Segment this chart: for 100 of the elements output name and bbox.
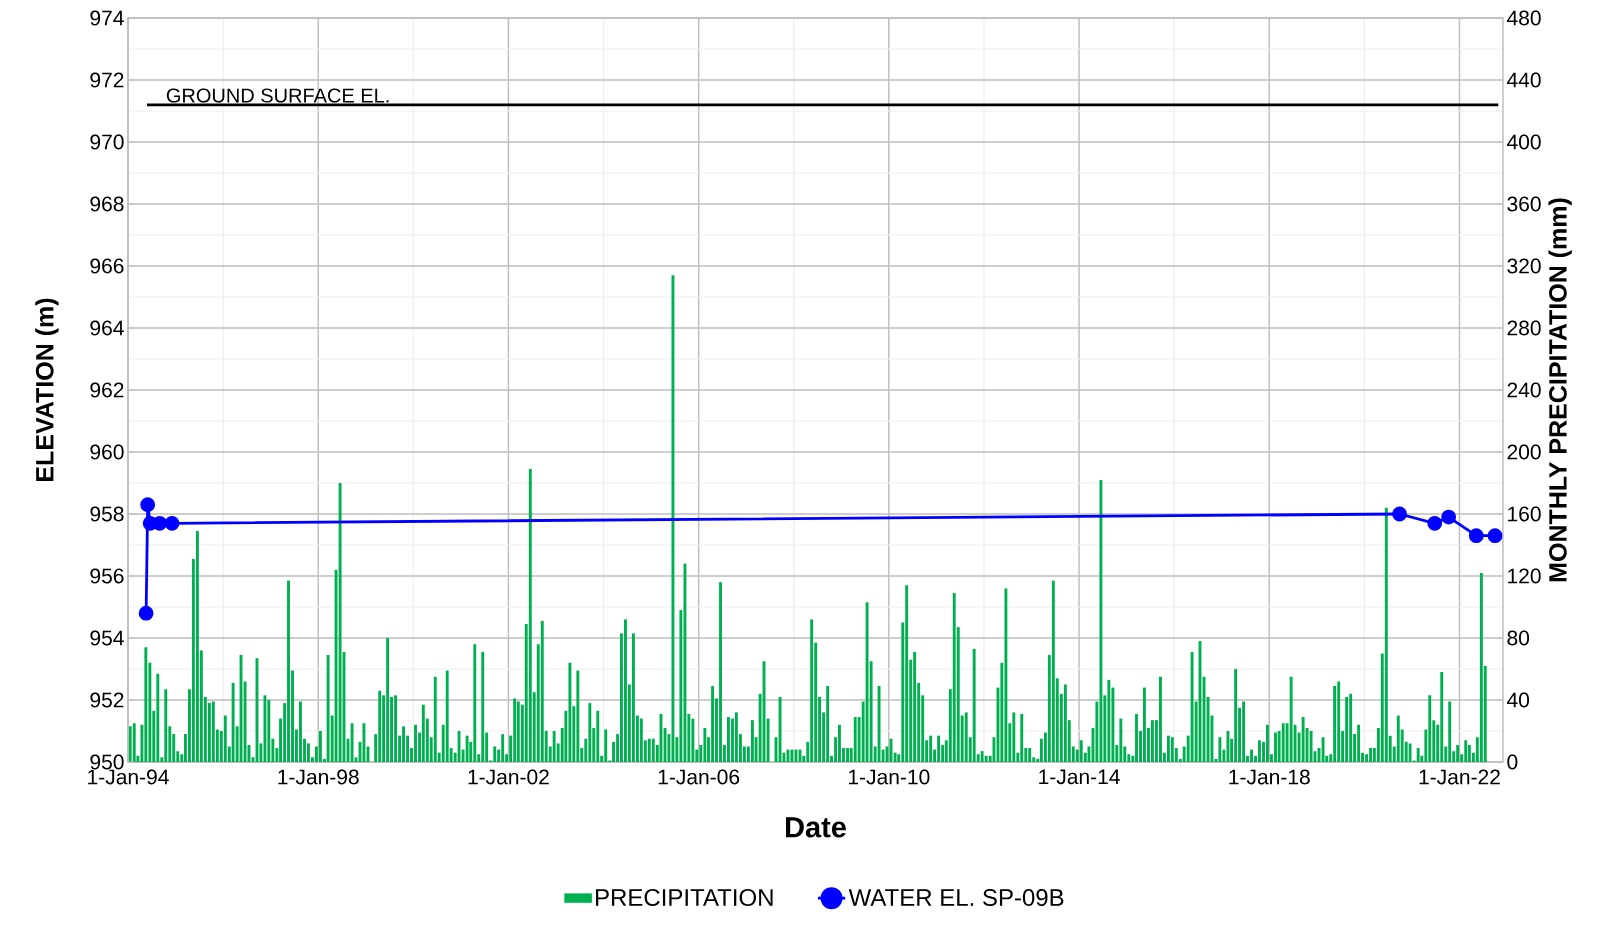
bar [1028, 748, 1032, 762]
bar [231, 682, 235, 762]
bar [1345, 696, 1349, 762]
bar [838, 724, 841, 762]
bar [1004, 588, 1008, 762]
y2-tick-label: 360 [1507, 196, 1541, 212]
bar [1337, 681, 1341, 762]
bar [243, 681, 247, 762]
bar [421, 704, 425, 762]
x-tick-label: 1-Jan-10 [849, 769, 930, 785]
point [1441, 509, 1457, 525]
bar [647, 738, 651, 762]
bar [1242, 701, 1246, 762]
bar [1119, 718, 1123, 762]
point [140, 497, 156, 513]
bar [223, 715, 227, 762]
bar [1416, 748, 1420, 762]
bar [402, 726, 405, 762]
y2-tick-label: 160 [1508, 506, 1541, 522]
bar [691, 718, 695, 762]
bar [1428, 695, 1432, 762]
bar [711, 686, 715, 762]
bar [1369, 748, 1373, 762]
bar [1258, 740, 1261, 762]
bar [604, 729, 608, 762]
point [152, 515, 168, 531]
x-tick-label: 1-Jan-14 [1039, 769, 1120, 785]
bar [1467, 744, 1471, 762]
y-tick-label: 954 [90, 630, 124, 646]
bar [1250, 749, 1253, 762]
x-axis-title: Date [786, 817, 846, 838]
bar [1142, 687, 1146, 762]
y-tick-label: 970 [90, 134, 124, 150]
bar [299, 701, 302, 762]
bar [362, 723, 366, 762]
bar [952, 593, 956, 762]
y2-tick-label: 80 [1507, 630, 1530, 646]
bar [1440, 672, 1444, 762]
y-tick-label: 952 [90, 692, 124, 708]
y2-tick-label: 440 [1507, 72, 1541, 88]
bar [128, 726, 132, 762]
bar [1349, 693, 1353, 762]
bar [703, 727, 707, 762]
bar [846, 748, 849, 762]
bar [651, 738, 655, 762]
bar [794, 749, 798, 762]
bar [1234, 669, 1238, 762]
bar [1479, 572, 1483, 762]
bar [350, 723, 354, 762]
y2-tick-label: 120 [1508, 568, 1541, 584]
bar [683, 563, 687, 762]
bar [1063, 684, 1067, 762]
x-tick-label: 1-Jan-22 [1419, 769, 1500, 785]
bar [596, 710, 600, 762]
y2-tick-label: 280 [1507, 320, 1541, 336]
bar [972, 648, 976, 762]
y2-tick-label: 200 [1507, 444, 1541, 460]
y2-tick-label: 320 [1507, 258, 1541, 274]
bar [1408, 743, 1412, 762]
bar [263, 695, 267, 762]
point [1427, 515, 1443, 531]
bar [1159, 676, 1162, 762]
bar [790, 749, 794, 762]
y-tick-label: 962 [90, 382, 124, 398]
y2-tick-label: 480 [1507, 10, 1541, 26]
y-tick-label: 974 [90, 10, 124, 26]
bar [481, 651, 485, 762]
bar [1281, 723, 1285, 762]
bar [465, 735, 469, 762]
x-tick-label: 1-Jan-98 [278, 769, 359, 785]
point [138, 605, 154, 621]
bar [1150, 720, 1154, 762]
bar [639, 718, 643, 762]
bar [913, 651, 917, 762]
bar [144, 647, 148, 762]
bar [631, 633, 635, 762]
bar [588, 703, 592, 762]
bar [528, 469, 532, 762]
bar [964, 712, 968, 762]
bar [132, 723, 136, 762]
bar [1448, 701, 1452, 762]
y-axis-title: ELEVATION (m) [35, 298, 59, 481]
bar [984, 755, 988, 762]
y-tick-label: 964 [90, 320, 124, 336]
x-tick-label: 1-Jan-18 [1229, 769, 1310, 785]
point [1487, 528, 1503, 544]
bar [1170, 737, 1174, 762]
bar [1051, 580, 1055, 762]
bar [516, 701, 520, 762]
bar [156, 673, 160, 762]
bar [624, 619, 627, 762]
bar [1321, 737, 1325, 762]
bar [568, 662, 572, 762]
bar [473, 644, 477, 762]
ref-line-label: GROUND SURFACE EL. [166, 88, 389, 103]
bar [306, 743, 310, 762]
bar [513, 698, 517, 762]
y2-tick-label: 240 [1507, 382, 1541, 398]
bar [1079, 740, 1083, 762]
bar [378, 690, 382, 762]
